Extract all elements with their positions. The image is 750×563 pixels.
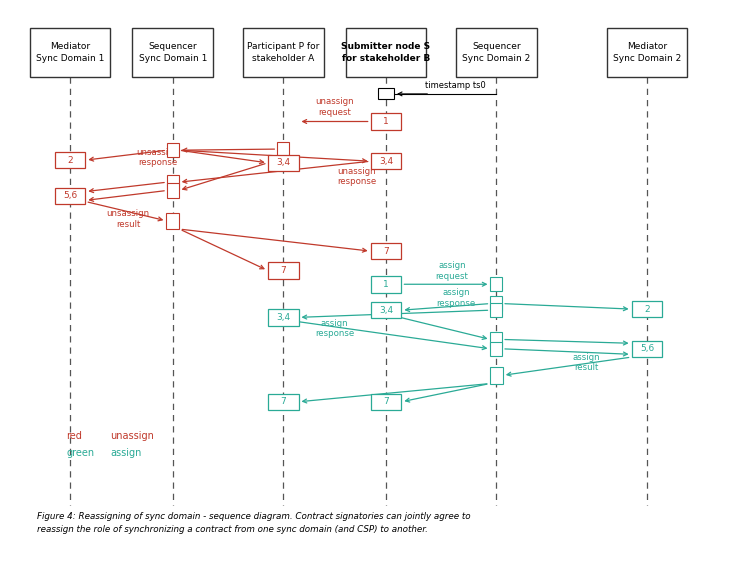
Text: 1: 1: [383, 280, 389, 289]
Text: assign
response: assign response: [315, 319, 354, 338]
Text: green: green: [66, 448, 94, 458]
Text: unsassign
response: unsassign response: [136, 148, 180, 167]
Text: 2: 2: [644, 305, 650, 314]
Text: 1: 1: [383, 117, 389, 126]
FancyBboxPatch shape: [268, 309, 298, 325]
FancyBboxPatch shape: [166, 213, 179, 229]
Text: 7: 7: [383, 247, 389, 256]
Text: Mediator
Sync Domain 1: Mediator Sync Domain 1: [36, 42, 104, 62]
Text: 5,6: 5,6: [640, 345, 654, 354]
Text: timestamp ts0: timestamp ts0: [425, 81, 486, 90]
FancyBboxPatch shape: [490, 342, 502, 356]
Text: 2: 2: [68, 155, 73, 164]
FancyBboxPatch shape: [632, 301, 662, 318]
FancyBboxPatch shape: [370, 302, 401, 319]
Text: red: red: [66, 431, 82, 441]
FancyBboxPatch shape: [456, 28, 537, 77]
Text: Sequencer
Sync Domain 2: Sequencer Sync Domain 2: [462, 42, 530, 62]
FancyBboxPatch shape: [370, 394, 401, 410]
Text: 5,6: 5,6: [63, 191, 77, 200]
FancyBboxPatch shape: [29, 28, 110, 77]
FancyBboxPatch shape: [490, 296, 502, 311]
FancyBboxPatch shape: [370, 243, 401, 260]
Text: unsassign
result: unsassign result: [106, 209, 150, 229]
Text: Sequencer
Sync Domain 1: Sequencer Sync Domain 1: [139, 42, 207, 62]
Text: unassign
request: unassign request: [315, 97, 354, 117]
Text: unassign
response: unassign response: [337, 167, 376, 186]
FancyBboxPatch shape: [167, 184, 178, 198]
Text: Figure 4: Reassigning of sync domain - sequence diagram. Contract signatories ca: Figure 4: Reassigning of sync domain - s…: [37, 512, 470, 534]
FancyBboxPatch shape: [133, 28, 213, 77]
FancyBboxPatch shape: [268, 394, 298, 410]
FancyBboxPatch shape: [243, 28, 323, 77]
Text: 3,4: 3,4: [379, 157, 393, 166]
FancyBboxPatch shape: [268, 262, 298, 279]
FancyBboxPatch shape: [268, 155, 298, 171]
FancyBboxPatch shape: [490, 332, 502, 347]
FancyBboxPatch shape: [607, 28, 687, 77]
FancyBboxPatch shape: [632, 341, 662, 357]
Text: assign: assign: [110, 448, 142, 458]
Text: assign
response: assign response: [436, 288, 476, 308]
Text: unassign: unassign: [110, 431, 154, 441]
Text: assign
result: assign result: [572, 353, 600, 372]
FancyBboxPatch shape: [167, 175, 178, 189]
Text: Participant P for
stakeholder A: Participant P for stakeholder A: [247, 42, 320, 62]
Text: 7: 7: [280, 266, 286, 275]
FancyBboxPatch shape: [370, 153, 401, 169]
FancyBboxPatch shape: [490, 277, 502, 292]
FancyBboxPatch shape: [370, 276, 401, 293]
Text: 3,4: 3,4: [379, 306, 393, 315]
FancyBboxPatch shape: [278, 142, 289, 157]
Text: 7: 7: [280, 397, 286, 406]
Text: Submitter node S
for stakeholder B: Submitter node S for stakeholder B: [341, 42, 430, 62]
Text: 7: 7: [383, 397, 389, 406]
FancyBboxPatch shape: [167, 143, 178, 157]
FancyBboxPatch shape: [346, 28, 427, 77]
Text: assign
request: assign request: [436, 261, 469, 281]
FancyBboxPatch shape: [55, 187, 86, 204]
FancyBboxPatch shape: [378, 88, 394, 100]
Text: 3,4: 3,4: [276, 313, 290, 322]
FancyBboxPatch shape: [370, 113, 401, 129]
Text: Mediator
Sync Domain 2: Mediator Sync Domain 2: [613, 42, 681, 62]
FancyBboxPatch shape: [490, 367, 503, 383]
Text: 3,4: 3,4: [276, 158, 290, 167]
FancyBboxPatch shape: [490, 303, 502, 318]
FancyBboxPatch shape: [55, 152, 86, 168]
